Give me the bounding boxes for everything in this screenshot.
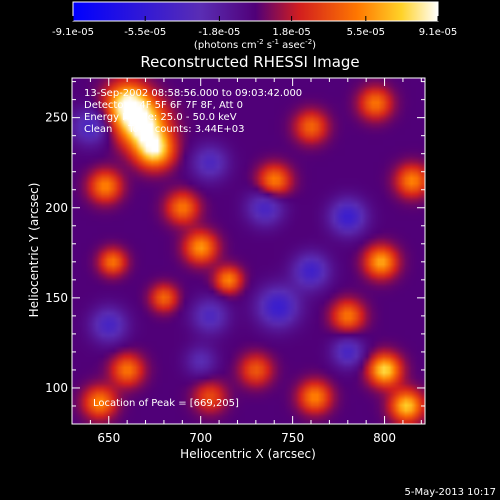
info-line-detectors: Detectors: 4F 5F 6F 7F 8F, Att 0	[84, 100, 243, 111]
colorbar-ticks	[72, 16, 439, 21]
plot-frame	[71, 77, 426, 425]
info-line-energy: Energy Range: 25.0 - 50.0 keV	[84, 112, 237, 123]
info-line-clean: Clean Total counts: 3.44E+03	[84, 124, 244, 135]
colorbar-unit-label: (photons cm-2 s-1 asec-2)	[194, 38, 316, 51]
x-tick-label: 650	[97, 431, 120, 445]
colorbar-tick-label: 9.1e-05	[419, 27, 457, 38]
colorbar-tick-label: -5.5e-05	[124, 27, 166, 38]
y-axis-title: Heliocentric Y (arcsec)	[27, 183, 41, 318]
chart-title: Reconstructed RHESSI Image	[140, 53, 359, 71]
colorbar-tick-label: -9.1e-05	[52, 27, 94, 38]
x-tick-label: 700	[189, 431, 212, 445]
peak-location-label: Location of Peak = [669,205]	[93, 398, 239, 409]
x-tick-label: 750	[281, 431, 304, 445]
axis-tick-labels: 650 700 750 800 100 150 200 250	[45, 111, 396, 445]
heatmap-image	[72, 78, 425, 424]
axis-ticks	[71, 78, 425, 425]
colorbar-tick-label: 5.5e-05	[347, 27, 385, 38]
y-tick-label: 100	[45, 381, 68, 395]
y-tick-label: 150	[45, 291, 68, 305]
footer-timestamp: 5-May-2013 10:17	[404, 487, 496, 498]
x-tick-label: 800	[373, 431, 396, 445]
colorbar-tick-labels: -9.1e-05 -5.5e-05 -1.8e-05 1.8e-05 5.5e-05 9.…	[52, 27, 457, 38]
colorbar-tick-label: -1.8e-05	[198, 27, 240, 38]
x-axis-title: Heliocentric X (arcsec)	[180, 447, 316, 461]
info-line-time: 13-Sep-2002 08:58:56.000 to 09:03:42.000	[84, 88, 302, 99]
y-tick-label: 250	[45, 111, 68, 125]
colorbar	[72, 1, 439, 22]
y-tick-label: 200	[45, 201, 68, 215]
colorbar-tick-label: 1.8e-05	[272, 27, 310, 38]
